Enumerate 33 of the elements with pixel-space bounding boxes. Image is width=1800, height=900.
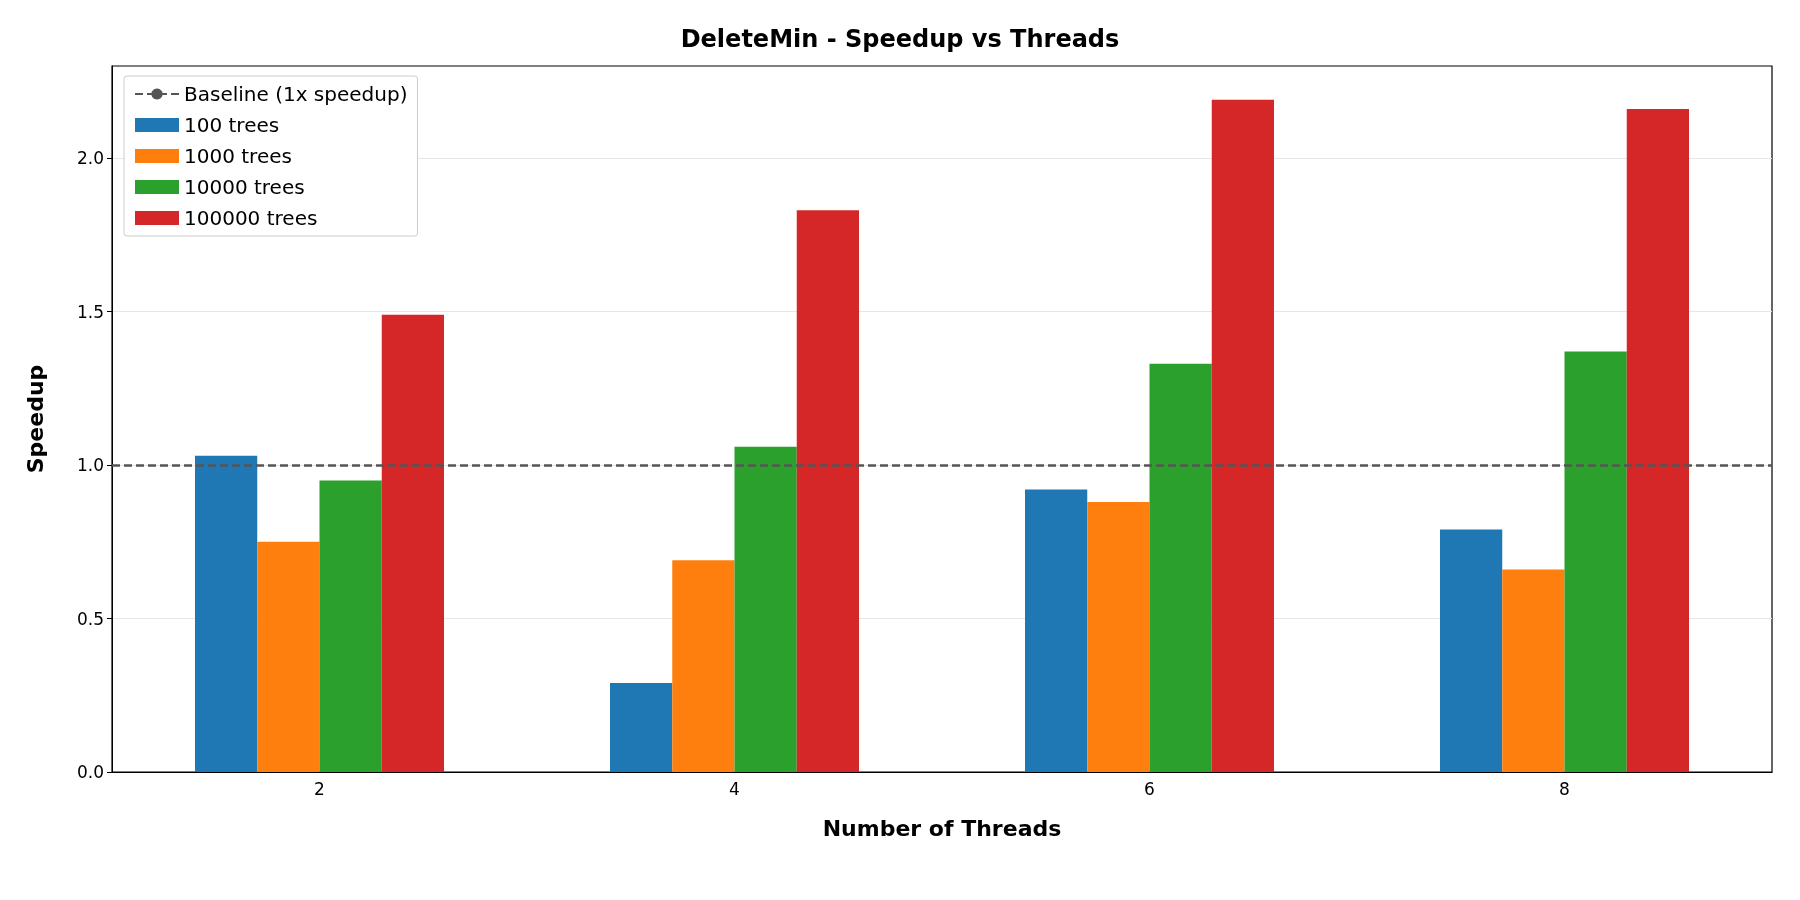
y-axis-title: Speedup xyxy=(22,364,48,474)
bar xyxy=(796,210,859,772)
y-tick-label: 2.0 xyxy=(76,148,104,169)
y-tick-label: 1.5 xyxy=(76,301,104,322)
legend-label: 100 trees xyxy=(184,113,280,137)
bar xyxy=(1564,351,1627,772)
bar xyxy=(1440,529,1503,772)
bar xyxy=(1502,569,1565,772)
bar xyxy=(1025,489,1088,772)
x-tick-label: 2 xyxy=(314,778,325,799)
bar xyxy=(672,560,735,772)
x-axis-title: Number of Threads xyxy=(822,815,1062,841)
bar xyxy=(1149,363,1212,772)
legend-label: 10000 trees xyxy=(184,175,305,199)
bar xyxy=(381,314,444,772)
y-tick-label: 0.5 xyxy=(76,608,104,629)
bar xyxy=(319,480,382,772)
y-tick-label: 1.0 xyxy=(76,455,104,476)
chart-title: DeleteMin - Speedup vs Threads xyxy=(680,25,1120,53)
x-tick-label: 8 xyxy=(1559,778,1570,799)
y-tick-label: 0.0 xyxy=(76,762,104,782)
bar xyxy=(195,455,258,772)
bar xyxy=(734,446,797,772)
bar xyxy=(1626,108,1689,772)
bar xyxy=(1087,501,1150,772)
bar xyxy=(1211,99,1274,772)
legend-label: Baseline (1x speedup) xyxy=(184,82,408,106)
legend-label: 100000 trees xyxy=(184,206,318,230)
legend-label: 1000 trees xyxy=(184,144,292,168)
x-tick-label: 6 xyxy=(1144,778,1155,799)
x-tick-label: 4 xyxy=(729,778,740,799)
bar xyxy=(257,541,320,772)
bar xyxy=(610,682,673,772)
